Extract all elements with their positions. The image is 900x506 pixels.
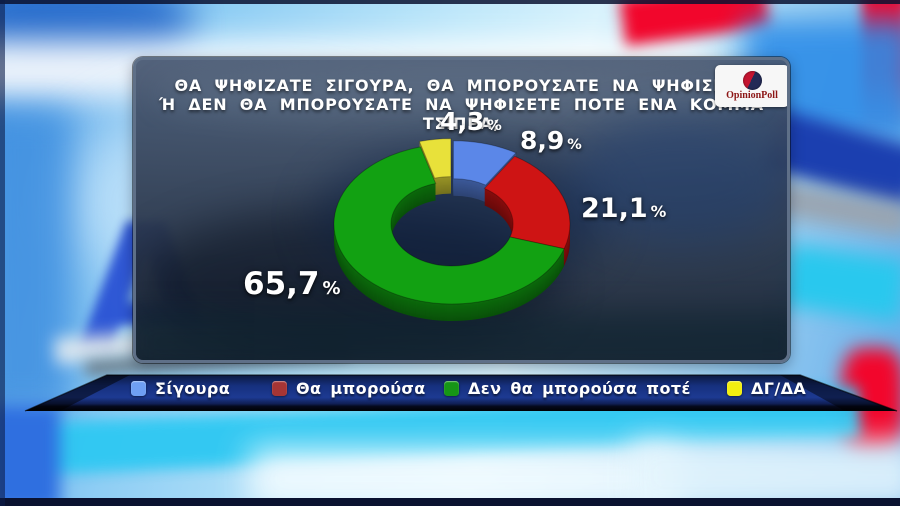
question-line1: ΘΑ ΨΗΦΙΖΑΤΕ ΣΙΓΟΥΡΑ, ΘΑ ΜΠΟΡΟΥΣΑΤΕ ΝΑ ΨΗ… (174, 76, 749, 95)
legend-swatch-yellow (727, 381, 742, 396)
pie-value: 21,1 (581, 193, 648, 224)
bg-left-blue-column (0, 110, 70, 410)
legend-item-tha-borousa: Θα μπορούσα (272, 379, 426, 398)
percent-sign: % (650, 202, 667, 221)
pie-label-tha-borousa: 21,1% (581, 193, 666, 224)
legend-item-dgda: ΔΓ/ΔΑ (727, 379, 806, 398)
bg-left-bottom-blue (0, 405, 60, 506)
pie-label-sigoura: 8,9% (520, 126, 582, 155)
donut-chart (333, 138, 571, 322)
donut-slice (418, 138, 452, 179)
bg-bottom-white (250, 448, 680, 506)
pie-value: 8,9 (520, 126, 565, 155)
bg-right-cyan-band (781, 243, 900, 323)
donut-slice (483, 155, 571, 250)
bg-red-stripe-right (862, 0, 900, 130)
pie-label-dgda: 4,3% (440, 107, 502, 136)
question-line2: Ή ΔΕΝ ΘΑ ΜΠΟΡΟΥΣΑΤΕ ΝΑ ΨΗΦΙΣΕΤΕ ΠΟΤΕ ΕΝΑ… (159, 95, 764, 133)
bg-left-edge (0, 0, 5, 506)
legend-item-den-tha-borousa: Δεν θα μπορούσα ποτέ (444, 379, 691, 398)
pie-value: 4,3 (440, 107, 485, 136)
legend-label: Δεν θα μπορούσα ποτέ (468, 379, 691, 398)
legend-item-sigoura: Σίγουρα (131, 379, 230, 398)
percent-sign: % (487, 118, 502, 134)
legend-swatch-red (272, 381, 287, 396)
opinion-poll-logo-icon (742, 71, 762, 90)
bg-bottom-white2 (630, 440, 900, 506)
question-title: ΘΑ ΨΗΦΙΖΑΤΕ ΣΙΓΟΥΡΑ, ΘΑ ΜΠΟΡΟΥΣΑΤΕ ΝΑ ΨΗ… (146, 76, 777, 133)
pie-label-den-tha-borousa: 65,7% (243, 266, 341, 302)
bg-red-stripe-top (619, 0, 770, 46)
percent-sign: % (567, 137, 582, 153)
legend-label: Θα μπορούσα (296, 379, 426, 398)
legend-swatch-green (444, 381, 459, 396)
opinion-poll-logo-text: OpinionPoll (726, 90, 778, 101)
legend-label: ΔΓ/ΔΑ (751, 379, 807, 398)
donut-slice (452, 140, 517, 186)
legend-label: Σίγουρα (155, 379, 231, 398)
pie-value: 65,7 (243, 266, 320, 302)
bg-top-edge (0, 0, 900, 4)
donut-slice (333, 146, 565, 305)
percent-sign: % (322, 278, 341, 299)
opinion-poll-logo: OpinionPoll (715, 65, 787, 107)
legend-swatch-blue (131, 381, 146, 396)
bg-bottom-edge (0, 498, 900, 506)
